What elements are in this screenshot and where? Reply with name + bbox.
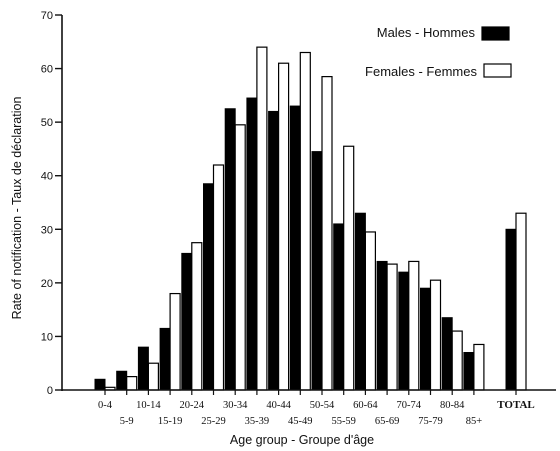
bar-males-75-79 bbox=[420, 287, 431, 391]
bar-females-65-69 bbox=[386, 263, 398, 391]
bar-females-60-64 bbox=[364, 231, 376, 391]
x-tick-label: 30-34 bbox=[223, 400, 248, 411]
x-axis-title: Age group - Groupe d'âge bbox=[230, 433, 374, 447]
bar-males-40-44 bbox=[268, 110, 280, 391]
bar-females-70-74 bbox=[408, 260, 420, 391]
bar-females-35-39 bbox=[256, 46, 268, 391]
bar-females-TOTAL bbox=[515, 212, 527, 391]
x-tick-label: 10-14 bbox=[136, 400, 161, 411]
bar-males-55-59 bbox=[333, 223, 345, 391]
y-axis-title: Rate of notification - Taux de déclarati… bbox=[10, 97, 24, 320]
bar-females-75-79 bbox=[429, 279, 442, 391]
bar-females-10-14 bbox=[147, 362, 159, 391]
x-tick-label: 35-39 bbox=[245, 416, 270, 427]
bar-females-20-24 bbox=[191, 242, 203, 391]
x-tick-label: 80-84 bbox=[440, 400, 465, 411]
y-tick-label: 10 bbox=[41, 331, 53, 343]
bar-males-20-24 bbox=[181, 252, 193, 391]
legend-label-females: Females - Femmes bbox=[365, 64, 477, 79]
x-tick-label: 15-19 bbox=[158, 416, 183, 427]
bar-females-45-49 bbox=[299, 51, 311, 391]
bar-males-35-39 bbox=[246, 97, 258, 391]
y-tick-label: 40 bbox=[41, 171, 53, 183]
x-tick-label: 50-54 bbox=[310, 400, 335, 411]
y-tick-label: 50 bbox=[41, 117, 53, 129]
x-tick-label: TOTAL bbox=[497, 399, 535, 411]
bar-females-30-34 bbox=[234, 124, 246, 391]
bar-males-80-84 bbox=[441, 317, 453, 391]
legend: Males - Hommes Females - Femmes bbox=[365, 25, 512, 79]
legend-swatch-males bbox=[481, 26, 510, 41]
x-tick-label: 0-4 bbox=[98, 400, 113, 411]
y-tick-label: 30 bbox=[41, 224, 53, 236]
y-tick-label: 60 bbox=[41, 64, 53, 76]
legend-label-males: Males - Hommes bbox=[377, 25, 476, 40]
bar-males-65-69 bbox=[376, 260, 388, 391]
y-tick-label: 70 bbox=[41, 10, 53, 22]
bar-females-85+ bbox=[473, 343, 485, 391]
legend-swatch-females bbox=[483, 63, 512, 78]
x-tick-label: 70-74 bbox=[397, 400, 422, 411]
x-tick-label: 40-44 bbox=[266, 400, 291, 411]
bar-males-10-14 bbox=[137, 346, 149, 391]
bar-males-85+ bbox=[463, 352, 475, 391]
bar-males-25-29 bbox=[203, 183, 214, 391]
x-tick-label: 25-29 bbox=[201, 416, 226, 427]
bar-males-45-49 bbox=[289, 105, 301, 391]
x-tick-label: 5-9 bbox=[120, 416, 134, 427]
x-tick-label: 75-79 bbox=[418, 416, 443, 427]
x-tick-label: 65-69 bbox=[375, 416, 400, 427]
x-tick-label: 55-59 bbox=[331, 416, 356, 427]
x-tick-labels-group: 0-4 5-910-14 15-19 20-24 25-29 30-34 35-39 40-4… bbox=[98, 390, 535, 427]
bar-females-25-29 bbox=[212, 164, 225, 391]
bar-females-55-59 bbox=[343, 145, 355, 391]
x-tick-label: 45-49 bbox=[288, 416, 313, 427]
y-tick-label: 20 bbox=[41, 278, 53, 290]
bar-males-60-64 bbox=[354, 212, 366, 391]
bar-females-15-19 bbox=[169, 292, 181, 391]
bar-males-50-54 bbox=[311, 151, 323, 391]
bar-males-15-19 bbox=[159, 327, 171, 391]
x-tick-label: 60-64 bbox=[353, 400, 378, 411]
bar-females-80-84 bbox=[451, 330, 463, 391]
x-tick-label: 20-24 bbox=[180, 400, 205, 411]
x-tick-label: 85+ bbox=[466, 416, 483, 427]
bar-females-5-9 bbox=[126, 376, 138, 391]
bar-males-0-4 bbox=[94, 378, 106, 391]
bar-males-70-74 bbox=[398, 271, 410, 391]
bar-males-5-9 bbox=[116, 370, 128, 391]
y-ticks-group: 0 10 20 30 40 50 60 70 bbox=[41, 10, 62, 397]
bar-males-TOTAL bbox=[505, 228, 517, 391]
bar-females-40-44 bbox=[278, 62, 290, 391]
y-tick-label: 0 bbox=[47, 385, 53, 397]
bar-males-30-34 bbox=[224, 108, 236, 391]
bars-group bbox=[94, 46, 527, 391]
bar-females-50-54 bbox=[321, 76, 333, 391]
